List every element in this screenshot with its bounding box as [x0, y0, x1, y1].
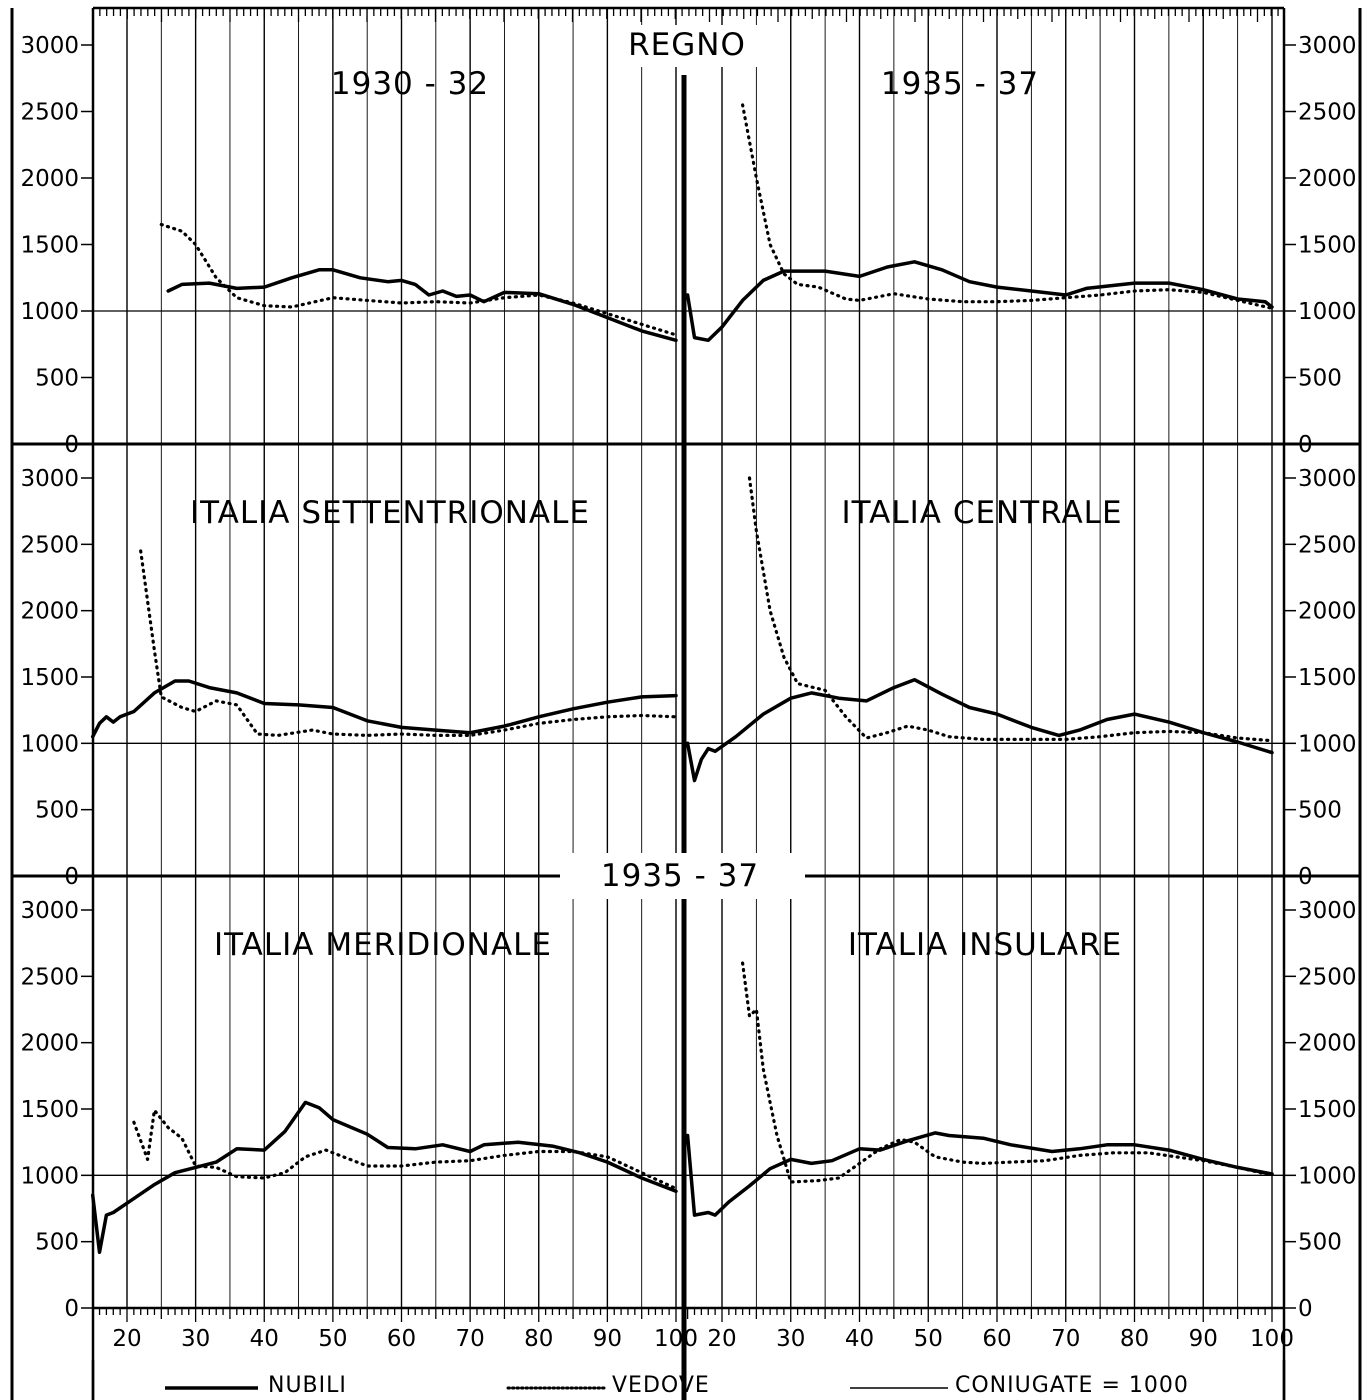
series-line-nubili: [90, 1100, 678, 1255]
y-tick-label-left: 2000: [20, 166, 79, 192]
y-tick-label-right: 2000: [1298, 1031, 1357, 1057]
series-line-vedove: [740, 103, 1274, 310]
legend-coniugate-label: CONIUGATE = 1000: [955, 1373, 1189, 1398]
x-tick-label-right: 30: [776, 1326, 805, 1352]
x-tick-label-right: 80: [1120, 1326, 1149, 1352]
panel-title-meridionale: ITALIA MERIDIONALE: [214, 927, 552, 963]
left-y-axis: 0 500 1000 1500 2000 2500 3000 0 500 1000 1500 2000…: [20, 33, 93, 1322]
y-tick-label-right: 500: [1298, 1230, 1342, 1256]
y-tick-label-right: 3000: [1298, 898, 1357, 924]
legend-nubili-label: NUBILI: [268, 1373, 347, 1398]
x-tick-label-left: 40: [250, 1326, 279, 1352]
y-tick-label-left: 3000: [20, 33, 79, 59]
period-right-title: 1935 - 37: [881, 66, 1039, 102]
y-tick-label-left: 2500: [20, 532, 79, 558]
x-tick-label-right: 100: [1250, 1326, 1294, 1352]
y-tick-label-right: 2500: [1298, 100, 1357, 126]
y-tick-label-left: 3000: [20, 466, 79, 492]
series-line-nubili: [685, 1131, 1274, 1217]
y-tick-label-left: 1500: [20, 665, 79, 691]
x-tick-label-right: 90: [1189, 1326, 1218, 1352]
series-line-vedove: [132, 1108, 678, 1191]
chart-frame: [10, 6, 1362, 1400]
x-tick-label-right: 50: [914, 1326, 943, 1352]
series-line-vedove: [159, 222, 678, 337]
y-tick-label-right: 0: [1298, 432, 1313, 458]
x-tick-label-left: 60: [387, 1326, 416, 1352]
y-tick-label-right: 3000: [1298, 466, 1357, 492]
series-line-nubili: [90, 679, 678, 739]
y-tick-label-left: 500: [35, 366, 79, 392]
x-tick-label-right: 60: [982, 1326, 1011, 1352]
x-tick-label-left: 50: [318, 1326, 347, 1352]
x-tick-label-left: 100: [654, 1326, 698, 1352]
series-line-nubili: [685, 677, 1274, 783]
y-tick-label-right: 1000: [1298, 299, 1357, 325]
y-tick-label-left: 1000: [20, 731, 79, 757]
y-tick-label-right: 3000: [1298, 33, 1357, 59]
y-tick-label-right: 500: [1298, 798, 1342, 824]
y-tick-label-left: 0: [64, 864, 79, 890]
y-tick-label-left: 1500: [20, 1097, 79, 1123]
y-tick-label-right: 2000: [1298, 166, 1357, 192]
y-tick-label-left: 2500: [20, 100, 79, 126]
x-tick-label-right: 70: [1051, 1326, 1080, 1352]
y-tick-label-right: 1500: [1298, 233, 1357, 259]
y-tick-label-left: 2000: [20, 1031, 79, 1057]
x-tick-label-left: 90: [593, 1326, 622, 1352]
main-title: REGNO: [628, 27, 746, 63]
y-tick-label-right: 2500: [1298, 532, 1357, 558]
y-tick-label-right: 1500: [1298, 1097, 1357, 1123]
series-line-vedove: [740, 961, 1274, 1184]
y-tick-label-right: 1000: [1298, 1163, 1357, 1189]
y-tick-label-left: 2000: [20, 599, 79, 625]
y-tick-label-left: 500: [35, 798, 79, 824]
grid-lines: [93, 8, 1284, 1308]
y-tick-label-right: 0: [1298, 864, 1313, 890]
legend: NUBILI VEDOVE CONIUGATE = 1000: [165, 1373, 1189, 1398]
y-tick-label-left: 1000: [20, 299, 79, 325]
x-tick-label-left: 80: [524, 1326, 553, 1352]
bottom-x-axis: 20 30 40 50 60 70 80 90 100 20 30 40 50 60 70 80 90 100: [91, 1306, 1294, 1400]
y-tick-label-left: 1000: [20, 1163, 79, 1189]
period-left-title: 1930 - 32: [331, 66, 489, 102]
y-tick-label-right: 500: [1298, 366, 1342, 392]
y-tick-label-left: 3000: [20, 898, 79, 924]
x-tick-label-left: 20: [112, 1326, 141, 1352]
y-tick-label-left: 500: [35, 1230, 79, 1256]
x-tick-label-right: 20: [707, 1326, 736, 1352]
series-line-vedove: [139, 549, 678, 738]
series-line-vedove: [747, 476, 1274, 743]
y-tick-label-right: 1500: [1298, 665, 1357, 691]
y-tick-label-left: 1500: [20, 233, 79, 259]
panel-title-centrale: ITALIA CENTRALE: [841, 495, 1122, 531]
y-tick-label-left: 2500: [20, 964, 79, 990]
series-line-nubili: [685, 260, 1274, 343]
panel-titles: REGNO 1930 - 32 1935 - 37 ITALIA SETTENT…: [190, 25, 1122, 963]
y-tick-label-right: 0: [1298, 1296, 1313, 1322]
panel-title-settentrionale: ITALIA SETTENTRIONALE: [190, 495, 590, 531]
right-y-axis: 0 500 1000 1500 2000 2500 3000 0 500 1000 1500 2000…: [1284, 33, 1357, 1322]
y-tick-label-right: 2000: [1298, 599, 1357, 625]
period-bottom-title: 1935 - 37: [601, 858, 759, 894]
y-tick-label-left: 0: [64, 432, 79, 458]
x-tick-label-left: 30: [181, 1326, 210, 1352]
series-line-nubili: [166, 268, 678, 343]
y-tick-label-right: 2500: [1298, 964, 1357, 990]
legend-vedove-label: VEDOVE: [612, 1373, 710, 1398]
x-tick-label-left: 70: [455, 1326, 484, 1352]
y-tick-label-right: 1000: [1298, 731, 1357, 757]
panel-title-insulare: ITALIA INSULARE: [848, 927, 1122, 963]
y-tick-label-left: 0: [64, 1296, 79, 1322]
data-series: [90, 103, 1274, 1255]
x-tick-label-right: 40: [845, 1326, 874, 1352]
